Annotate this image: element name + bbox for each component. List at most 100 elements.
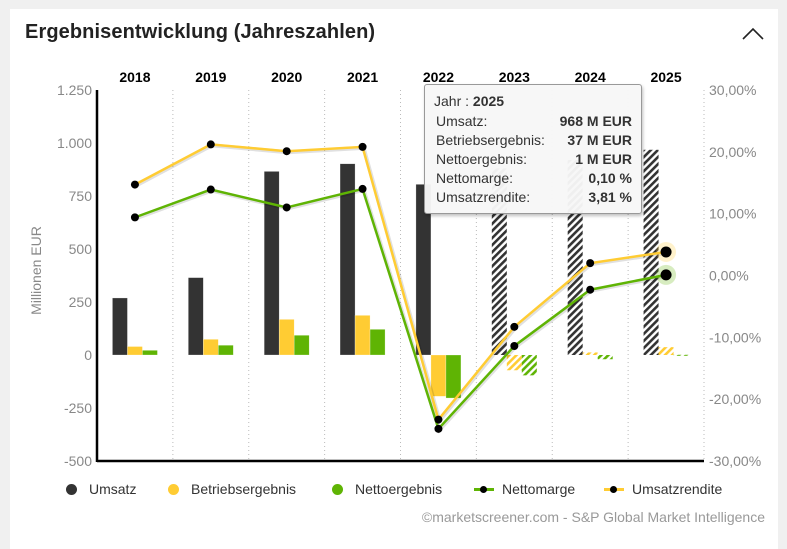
tooltip-value: 3,81 %	[588, 189, 632, 205]
tooltip-year: 2025	[472, 93, 505, 109]
legend-line-icon	[604, 484, 624, 495]
tooltip-label: Nettoergebnis:	[436, 151, 528, 167]
bar-betriebsergebnis-2025	[658, 347, 674, 355]
legend-line-icon	[474, 484, 494, 495]
tooltip-label: Umsatzrendite:	[436, 189, 531, 205]
line-nettomarge	[134, 187, 667, 432]
tooltip: Jahr : 2025 Umsatz: 968 M EUR Betriebser…	[424, 84, 642, 214]
legend: Umsatz Betriebsergebnis Nettoergebnis Ne…	[0, 480, 787, 500]
source-credit: ©marketscreener.com - S&P Global Market …	[421, 509, 765, 525]
y-tick-label: -500	[64, 453, 92, 469]
y-tick-label: 0	[84, 347, 92, 363]
legend-item-betriebsergebnis[interactable]: Betriebsergebnis	[168, 480, 296, 498]
legend-label: Umsatz	[89, 481, 137, 497]
bar-umsatz-2019	[188, 277, 204, 356]
bar-nettoergebnis-2023	[521, 355, 537, 376]
legend-label: Nettoergebnis	[355, 481, 443, 497]
y2-tick-label: 10,00%	[709, 206, 756, 222]
point-umsatzrendite-2024	[586, 259, 595, 268]
axis-labels: 1.250 1.000 750 500 250 0 -250 -500 30,00% 20,00%…	[28, 69, 761, 469]
bar-nettoergebnis-2025	[673, 354, 689, 356]
y-tick-label: 250	[69, 294, 93, 310]
legend-item-umsatz[interactable]: Umsatz	[66, 480, 136, 498]
chart-title: Ergebnisentwicklung (Jahreszahlen)	[25, 21, 376, 43]
x-tick-label: 2024	[575, 69, 606, 85]
legend-dot-icon	[66, 483, 77, 495]
bar-nettoergebnis-2021	[369, 329, 386, 356]
bar-betriebsergebnis-2018	[127, 346, 143, 356]
y2-tick-label: 0,00%	[709, 268, 749, 284]
x-tick-label: 2023	[499, 69, 530, 85]
x-tick-label: 2019	[195, 69, 226, 85]
legend-item-nettoergebnis[interactable]: Nettoergebnis	[332, 480, 442, 498]
bar-nettoergebnis-2018	[142, 350, 158, 356]
point-umsatzrendite-2020	[282, 147, 291, 156]
point-umsatzrendite-2018	[130, 180, 139, 189]
bar-betriebsergebnis-2021	[354, 315, 371, 356]
lines	[130, 140, 677, 434]
point-nettomarge-2020	[282, 203, 291, 212]
chevron-up-icon	[742, 27, 764, 40]
axes	[95, 90, 704, 463]
bar-umsatz-2018	[112, 297, 128, 356]
tooltip-value: 37 M EUR	[567, 132, 632, 148]
bar-umsatz-2020	[263, 171, 280, 356]
y2-tick-label: -10,00%	[709, 329, 761, 345]
legend-item-nettomarge[interactable]: Nettomarge	[474, 480, 575, 498]
tooltip-value: 0,10 %	[588, 170, 632, 186]
bar-umsatz-2025	[643, 149, 659, 355]
y2-tick-label: 30,00%	[709, 82, 756, 98]
y2-tick-label: 20,00%	[709, 144, 756, 160]
bar-umsatz-2021	[339, 163, 356, 356]
x-tick-label: 2021	[347, 69, 378, 85]
x-tick-label: 2020	[271, 69, 302, 85]
collapse-button[interactable]	[740, 24, 766, 44]
point-umsatzrendite-2025	[660, 246, 672, 258]
x-tick-label: 2025	[650, 69, 681, 85]
tooltip-label: Umsatz:	[436, 113, 488, 129]
tooltip-row: Nettomarge: 0,10 %	[434, 169, 632, 188]
point-nettomarge-2023	[510, 341, 519, 350]
y2-tick-label: -20,00%	[709, 391, 761, 407]
bar-betriebsergebnis-2024	[582, 352, 598, 355]
bar-nettoergebnis-2020	[293, 335, 310, 356]
bar-betriebsergebnis-2023	[506, 355, 522, 371]
tooltip-value: 1 M EUR	[575, 151, 632, 167]
earnings-chart: 1.250 1.000 750 500 250 0 -250 -500 30,00% 20,00%…	[28, 69, 761, 469]
bar-nettoergebnis-2019	[218, 344, 234, 356]
point-nettomarge-2025	[660, 269, 672, 281]
legend-item-umsatzrendite[interactable]: Umsatzrendite	[604, 480, 722, 498]
point-umsatzrendite-2022	[434, 415, 443, 424]
tooltip-year-label: Jahr :	[434, 93, 470, 109]
bar-betriebsergebnis-2020	[278, 319, 295, 356]
tooltip-label: Nettomarge:	[436, 170, 514, 186]
legend-dot-icon	[168, 483, 179, 495]
legend-label: Nettomarge	[502, 481, 576, 497]
point-umsatzrendite-2023	[510, 322, 519, 331]
bar-nettoergebnis-2022	[445, 354, 462, 399]
point-nettomarge-2021	[358, 184, 367, 193]
legend-label: Betriebsergebnis	[191, 481, 297, 497]
point-nettomarge-2019	[206, 185, 215, 194]
bar-umsatz-2023	[491, 168, 507, 355]
x-tick-label: 2018	[119, 69, 150, 85]
tooltip-header: Jahr : 2025	[434, 93, 632, 109]
tooltip-row: Umsatzrendite: 3,81 %	[434, 188, 632, 207]
y2-tick-label: -30,00%	[709, 453, 761, 469]
bar-betriebsergebnis-2019	[203, 339, 219, 356]
tooltip-label: Betriebsergebnis:	[436, 132, 545, 148]
legend-label: Umsatzrendite	[632, 481, 723, 497]
point-umsatzrendite-2021	[358, 142, 367, 151]
tooltip-row: Betriebsergebnis: 37 M EUR	[434, 131, 632, 150]
y-tick-label: 500	[69, 241, 93, 257]
y-tick-label: -250	[64, 400, 92, 416]
tooltip-value: 968 M EUR	[559, 113, 632, 129]
bar-nettoergebnis-2024	[597, 355, 613, 360]
y-axis-title: Millionen EUR	[28, 226, 44, 315]
y-tick-label: 1.000	[57, 135, 92, 151]
point-nettomarge-2024	[586, 285, 595, 294]
bar-umsatz-2022	[415, 184, 432, 356]
point-nettomarge-2018	[130, 213, 139, 222]
line-umsatzrendite	[134, 143, 667, 423]
point-umsatzrendite-2019	[206, 140, 215, 149]
